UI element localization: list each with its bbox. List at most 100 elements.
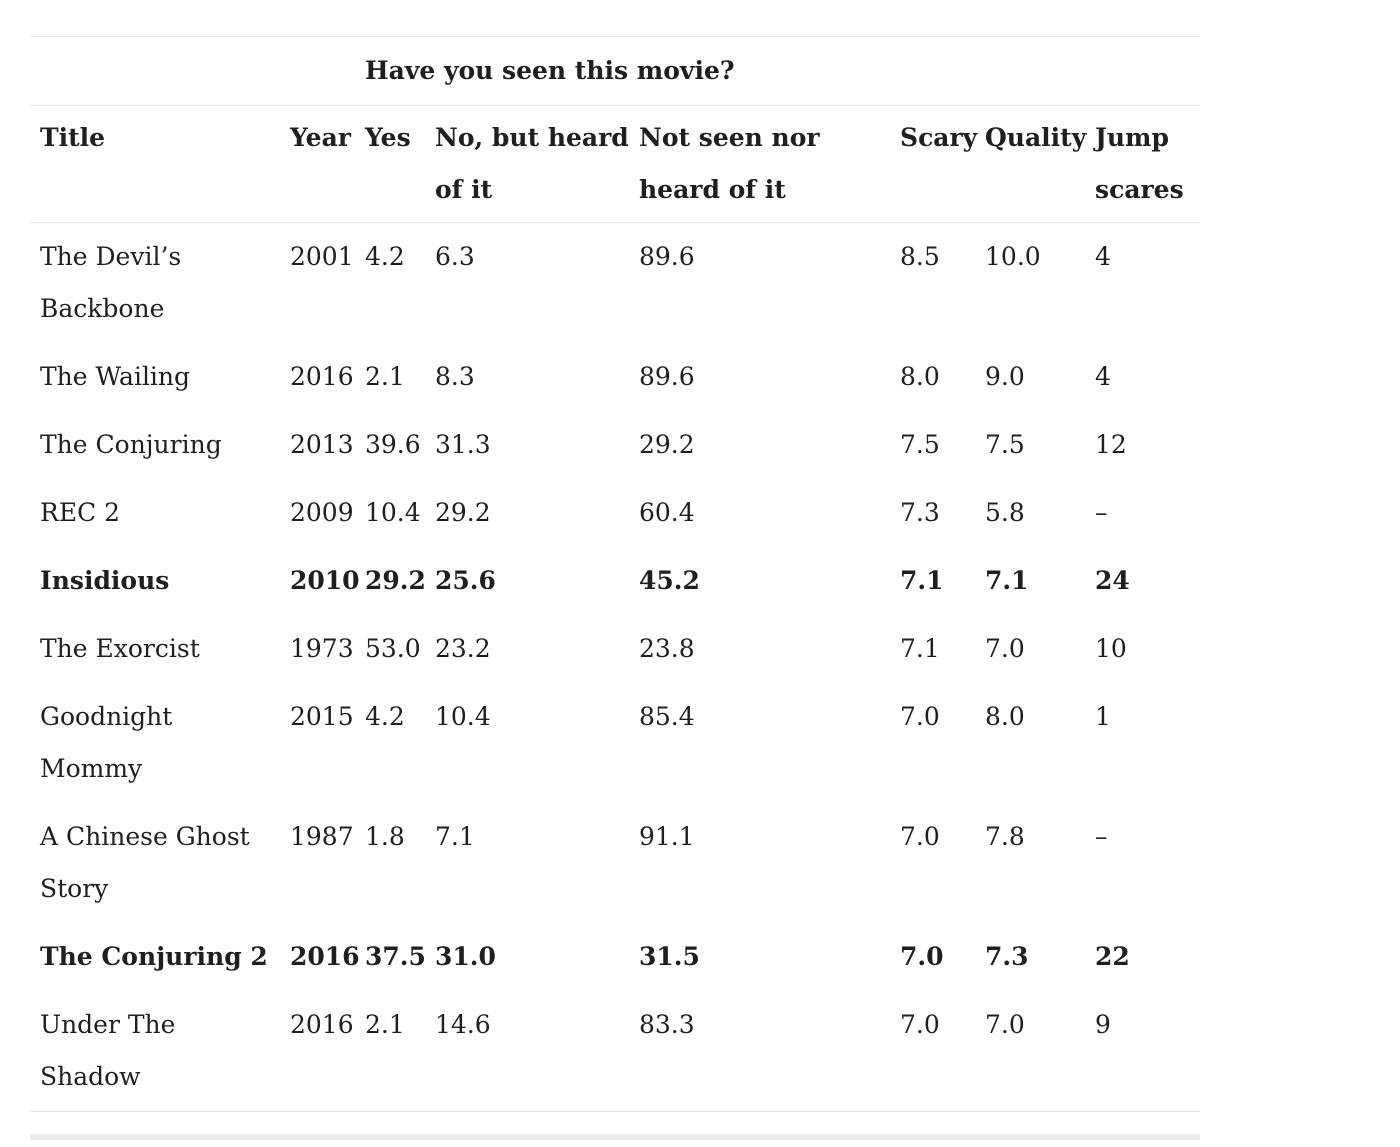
column-header-year: Year — [290, 123, 351, 152]
cell-yes: 4.2 — [365, 702, 405, 731]
cell-scary: 7.1 — [900, 634, 940, 663]
cell-not-seen: 85.4 — [639, 702, 695, 731]
cell-year: 1973 — [290, 634, 354, 663]
table-row: The Conjuring 2013 39.6 31.3 29.2 7.5 7.5 12 — [30, 411, 1200, 479]
cell-jump-scares: 10 — [1095, 634, 1127, 663]
cell-not-seen: 31.5 — [639, 942, 700, 971]
table-row: A Chinese Ghost Story 1987 1.8 7.1 91.1 7.0 7.… — [30, 803, 1200, 923]
cell-no-but-heard: 23.2 — [435, 634, 491, 663]
cell-not-seen: 45.2 — [639, 566, 700, 595]
cell-jump-scares: 1 — [1095, 702, 1111, 731]
cell-no-but-heard: 7.1 — [435, 822, 475, 851]
cell-title: The Wailing — [40, 362, 191, 391]
cell-quality: 8.0 — [985, 702, 1025, 731]
cell-title: The Devil’s Backbone — [40, 242, 182, 323]
cell-year: 1987 — [290, 822, 354, 851]
cell-not-seen: 23.8 — [639, 634, 695, 663]
cell-not-seen: 83.3 — [639, 1010, 695, 1039]
cell-year: 2016 — [290, 1010, 354, 1039]
cell-quality: 7.8 — [985, 822, 1025, 851]
cell-title: Goodnight Mommy — [40, 702, 173, 783]
cell-jump-scares: 4 — [1095, 242, 1111, 271]
cell-jump-scares: 12 — [1095, 430, 1127, 459]
column-header-scary: Scary — [900, 123, 978, 152]
cell-year: 2009 — [290, 498, 354, 527]
cell-yes: 29.2 — [365, 566, 426, 595]
cell-year: 2001 — [290, 242, 354, 271]
cell-scary: 8.0 — [900, 362, 940, 391]
cell-not-seen: 91.1 — [639, 822, 695, 851]
cell-title: Under The Shadow — [40, 1010, 176, 1091]
cell-no-but-heard: 14.6 — [435, 1010, 491, 1039]
cell-quality: 7.0 — [985, 634, 1025, 663]
cell-quality: 7.0 — [985, 1010, 1025, 1039]
cell-yes: 10.4 — [365, 498, 421, 527]
group-header-seen-movie: Have you seen this movie? — [365, 56, 735, 85]
cell-quality: 5.8 — [985, 498, 1025, 527]
cell-scary: 7.0 — [900, 702, 940, 731]
table-row: The Devil’s Backbone 2001 4.2 6.3 89.6 8.5 10.… — [30, 223, 1200, 344]
group-header-row: Have you seen this movie? — [30, 36, 1201, 106]
cell-no-but-heard: 31.3 — [435, 430, 491, 459]
cell-quality: 7.3 — [985, 942, 1029, 971]
cell-no-but-heard: 10.4 — [435, 702, 491, 731]
cell-scary: 8.5 — [900, 242, 940, 271]
bottom-divider — [30, 1134, 1200, 1140]
cell-yes: 39.6 — [365, 430, 421, 459]
cell-year: 2016 — [290, 362, 354, 391]
table-row: Goodnight Mommy 2015 4.2 10.4 85.4 7.0 8.0 1 — [30, 683, 1200, 803]
table-row: REC 2 2009 10.4 29.2 60.4 7.3 5.8 – — [30, 479, 1200, 547]
group-header-spacer-right — [890, 37, 1200, 106]
table-row: The Wailing 2016 2.1 8.3 89.6 8.0 9.0 4 — [30, 343, 1200, 411]
column-header-row: Title Year Yes No, but heard of it Not s… — [30, 106, 1201, 223]
column-header-yes: Yes — [365, 123, 411, 152]
cell-no-but-heard: 8.3 — [435, 362, 475, 391]
table-body: The Devil’s Backbone 2001 4.2 6.3 89.6 8.5 10.… — [30, 223, 1201, 1112]
cell-jump-scares: 22 — [1095, 942, 1130, 971]
cell-quality: 9.0 — [985, 362, 1025, 391]
cell-no-but-heard: 31.0 — [435, 942, 496, 971]
cell-year: 2015 — [290, 702, 354, 731]
cell-scary: 7.0 — [900, 822, 940, 851]
cell-year: 2010 — [290, 566, 360, 595]
cell-yes: 1.8 — [365, 822, 405, 851]
cell-scary: 7.0 — [900, 942, 944, 971]
cell-no-but-heard: 25.6 — [435, 566, 496, 595]
table-row: The Conjuring 2 2016 37.5 31.0 31.5 7.0 7.3 22 — [30, 923, 1200, 991]
table-head: Have you seen this movie? Title Year Yes… — [30, 36, 1201, 223]
cell-scary: 7.1 — [900, 566, 944, 595]
column-header-no-but-heard: No, but heard of it — [435, 123, 629, 204]
cell-no-but-heard: 6.3 — [435, 242, 475, 271]
column-header-title: Title — [40, 123, 106, 152]
cell-year: 2016 — [290, 942, 360, 971]
cell-yes: 2.1 — [365, 1010, 405, 1039]
cell-not-seen: 60.4 — [639, 498, 695, 527]
cell-not-seen: 89.6 — [639, 362, 695, 391]
cell-jump-scares: 24 — [1095, 566, 1130, 595]
cell-yes: 4.2 — [365, 242, 405, 271]
cell-no-but-heard: 29.2 — [435, 498, 491, 527]
cell-yes: 2.1 — [365, 362, 405, 391]
table-row: Under The Shadow 2016 2.1 14.6 83.3 7.0 7.0 9 — [30, 991, 1201, 1112]
cell-scary: 7.5 — [900, 430, 940, 459]
cell-not-seen: 29.2 — [639, 430, 695, 459]
cell-jump-scares: 4 — [1095, 362, 1111, 391]
column-header-quality: Quality — [985, 123, 1087, 152]
cell-title: A Chinese Ghost Story — [40, 822, 250, 903]
cell-title: The Exorcist — [40, 634, 200, 663]
table-row: The Exorcist 1973 53.0 23.2 23.8 7.1 7.0 10 — [30, 615, 1200, 683]
group-header-spacer — [30, 37, 355, 106]
cell-scary: 7.0 — [900, 1010, 940, 1039]
cell-title: The Conjuring 2 — [40, 942, 268, 971]
cell-quality: 7.1 — [985, 566, 1029, 595]
table-row: Insidious 2010 29.2 25.6 45.2 7.1 7.1 24 — [30, 547, 1200, 615]
cell-year: 2013 — [290, 430, 354, 459]
cell-title: REC 2 — [40, 498, 121, 527]
horror-movie-table: Have you seen this movie? Title Year Yes… — [30, 36, 1201, 1112]
horror-movie-table-container: Have you seen this movie? Title Year Yes… — [30, 36, 1201, 1112]
cell-quality: 7.5 — [985, 430, 1025, 459]
column-header-not-seen: Not seen nor heard of it — [639, 123, 820, 204]
cell-yes: 37.5 — [365, 942, 426, 971]
cell-jump-scares: – — [1095, 822, 1108, 851]
cell-scary: 7.3 — [900, 498, 940, 527]
